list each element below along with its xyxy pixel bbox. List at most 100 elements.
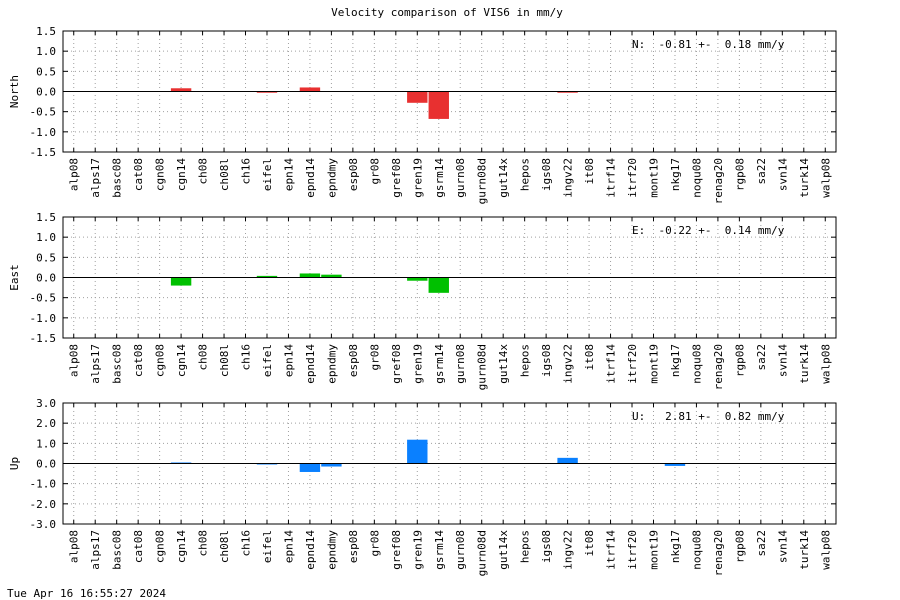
bar-eifel xyxy=(256,275,278,278)
bar-cgn14 xyxy=(170,462,192,464)
y-tick-label: -1.5 xyxy=(30,146,57,159)
bar-epndmy xyxy=(321,463,342,467)
y-tick-label: -1.5 xyxy=(30,332,57,345)
x-tick-label: gr08 xyxy=(368,158,381,185)
chart-panels: alp08 alps17 basc08 cat08 cgn08 cgn14 ch08 ch08… xyxy=(8,25,837,576)
bar-cgn14 xyxy=(170,88,192,92)
y-tick-label: 1.5 xyxy=(36,211,56,224)
x-tick-label: walp08 xyxy=(819,530,832,570)
y-tick-label: 1.0 xyxy=(36,231,56,244)
bar-epnd14 xyxy=(299,463,321,472)
x-tick-label: rgp08 xyxy=(733,158,746,191)
y-tick-label: -0.5 xyxy=(30,106,57,119)
x-tick-label: gren19 xyxy=(411,530,424,570)
x-tick-label: igs08 xyxy=(540,158,553,191)
bar-eifel xyxy=(256,463,278,465)
bar-ingv22 xyxy=(557,91,578,93)
x-tick-label: cgn14 xyxy=(175,344,188,377)
x-tick-label: svn14 xyxy=(776,158,789,191)
x-tick-label: noqu08 xyxy=(690,158,703,198)
y-tick-label: 3.0 xyxy=(36,397,56,410)
x-tick-label: gr08 xyxy=(368,530,381,557)
x-tick-label: alps17 xyxy=(89,158,102,198)
x-tick-label: ch08l xyxy=(218,530,231,563)
x-tick-label: sa22 xyxy=(755,530,768,557)
x-tick-label: eifel xyxy=(261,530,274,563)
x-tick-label: cgn14 xyxy=(175,158,188,191)
x-tick-label: itrf20 xyxy=(626,530,639,570)
x-tick-label: gsrm14 xyxy=(433,158,446,198)
y-tick-label: 0.5 xyxy=(36,65,56,78)
y-tick-label: 2.0 xyxy=(36,417,56,430)
x-tick-label: esp08 xyxy=(347,530,360,563)
x-tick-label: ch08 xyxy=(197,344,210,371)
x-tick-label: epnd14 xyxy=(304,530,317,570)
x-tick-label: epndmy xyxy=(325,344,338,384)
x-tick-label: noqu08 xyxy=(690,344,703,384)
x-tick-label: svn14 xyxy=(776,530,789,563)
x-tick-label: epn14 xyxy=(282,344,295,377)
x-tick-label: renag20 xyxy=(712,158,725,204)
x-tick-label: ch16 xyxy=(240,530,253,557)
x-tick-label: alp08 xyxy=(68,158,81,191)
x-tick-label: ingv22 xyxy=(562,344,575,384)
x-tick-label: esp08 xyxy=(347,344,360,377)
plot-frame xyxy=(62,216,837,339)
x-tick-label: renag20 xyxy=(712,530,725,576)
x-tick-label: cgn08 xyxy=(154,158,167,191)
x-tick-label: gren19 xyxy=(411,158,424,198)
x-tick-label: igs08 xyxy=(540,530,553,563)
panel-east: alp08 alps17 basc08 cat08 cgn08 cgn14 ch08 ch08… xyxy=(8,211,837,390)
y-tick-label: -3.0 xyxy=(30,518,57,531)
y-tick-label: -1.0 xyxy=(30,478,57,491)
y-tick-label: 0.5 xyxy=(36,251,56,264)
x-tick-label: gsrm14 xyxy=(433,530,446,570)
x-tick-label: cat08 xyxy=(132,530,145,563)
x-tick-label: cgn14 xyxy=(175,530,188,563)
x-tick-label: alp08 xyxy=(68,530,81,563)
panel-annotation: E: -0.22 +- 0.14 mm/y xyxy=(632,224,785,237)
x-tick-label: epn14 xyxy=(282,158,295,191)
x-tick-label: svn14 xyxy=(776,344,789,377)
x-tick-label: basc08 xyxy=(111,344,124,384)
bar-gsrm14 xyxy=(428,277,449,293)
y-axis-label: Up xyxy=(8,457,21,470)
x-tick-label: rgp08 xyxy=(733,344,746,377)
y-tick-label: 0.0 xyxy=(36,458,56,471)
panel-annotation: N: -0.81 +- 0.18 mm/y xyxy=(632,38,785,51)
bar-eifel xyxy=(256,91,278,93)
chart-title: Velocity comparison of VIS6 in mm/y xyxy=(331,6,563,19)
y-axis-label: East xyxy=(8,264,21,291)
bar-epnd14 xyxy=(299,87,321,92)
x-tick-label: ch08 xyxy=(197,530,210,557)
x-tick-label: hepos xyxy=(519,344,532,377)
x-tick-label: gurn08 xyxy=(454,158,467,198)
x-tick-label: nkg17 xyxy=(669,530,682,563)
x-tick-label: alp08 xyxy=(68,344,81,377)
x-tick-label: gurn08d xyxy=(476,530,489,576)
x-tick-label: alps17 xyxy=(89,344,102,384)
panel-annotation: U: 2.81 +- 0.82 mm/y xyxy=(632,410,785,423)
x-tick-label: gurn08d xyxy=(476,344,489,390)
x-tick-label: walp08 xyxy=(819,344,832,384)
y-tick-label: 1.0 xyxy=(36,437,56,450)
x-tick-label: epndmy xyxy=(325,530,338,570)
x-tick-label: gurn08 xyxy=(454,344,467,384)
x-tick-label: mont19 xyxy=(647,530,660,570)
x-tick-label: cgn08 xyxy=(154,530,167,563)
x-tick-label: it08 xyxy=(583,344,596,371)
x-tick-label: hepos xyxy=(519,530,532,563)
y-tick-label: -2.0 xyxy=(30,498,57,511)
x-tick-label: gref08 xyxy=(390,158,403,198)
bar-gren19 xyxy=(407,439,428,464)
x-tick-label: epn14 xyxy=(282,530,295,563)
x-tick-label: ch16 xyxy=(240,344,253,371)
x-tick-label: gut14x xyxy=(497,158,510,198)
x-tick-label: mont19 xyxy=(647,344,660,384)
x-tick-label: alps17 xyxy=(89,530,102,570)
x-tick-label: gsrm14 xyxy=(433,344,446,384)
x-tick-label: gut14x xyxy=(497,530,510,570)
bar-epndmy xyxy=(321,274,342,278)
